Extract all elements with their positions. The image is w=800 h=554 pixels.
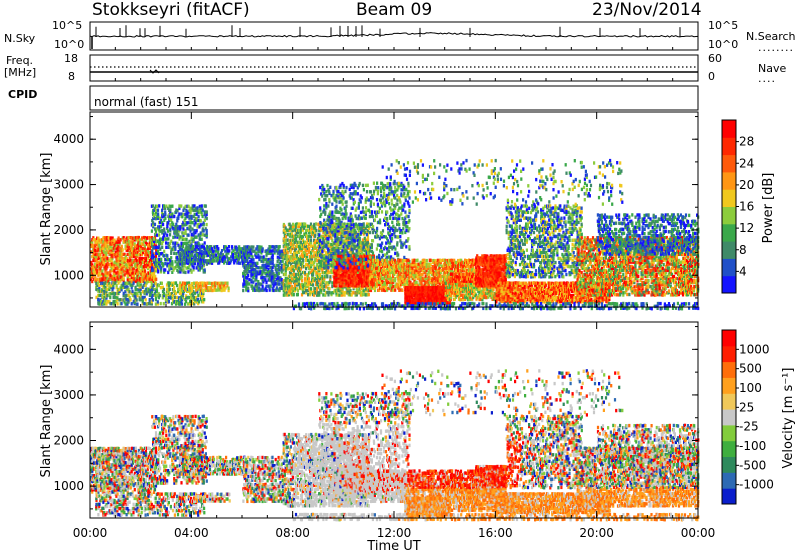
power-colorbar-tick: 12 [739,221,754,235]
freq-unit: [MHz] [4,66,36,79]
time-tick-label: 20:00 [579,526,614,540]
time-tick-label: 00:00 [73,526,108,540]
power-heatmap [90,158,700,311]
time-tick-label: 08:00 [275,526,310,540]
power-colorbar-label: Power [dB] [761,173,776,244]
power-colorbar-tick: 16 [739,200,754,214]
nsearch-legend-dots: ········ [758,44,794,57]
cpid-value: normal (fast) 151 [94,95,198,109]
velocity-colorbar-swatch [722,377,736,394]
power-y-axis: 4000 3000 2000 1000 [53,116,698,299]
nsky-trace [89,32,699,38]
beam-title: Beam 09 [356,0,432,20]
nave-label: Nave [758,62,786,75]
power-colorbar-swatch [722,258,736,277]
power-colorbar-swatch [722,223,736,242]
nsky-label: N.Sky [4,32,35,45]
date-title: 23/Nov/2014 [592,0,702,20]
freq-tick-low: 8 [68,70,75,83]
velocity-colorbar-tick: 500 [739,362,762,376]
velocity-colorbar-tick: -25 [739,420,759,434]
velocity-ytick-label: 1000 [53,479,84,493]
power-colorbar-tick: 20 [739,178,754,192]
velocity-ytick-label: 2000 [53,434,84,448]
velocity-ylabel: Slant Range [km] [39,365,54,478]
velocity-colorbar-swatch [722,488,736,505]
nsky-tick-low: 10^0 [54,38,84,51]
nave-legend-dots: ···· [758,75,776,88]
velocity-colorbar-swatch [722,424,736,442]
velocity-colorbar-swatch [722,330,736,347]
nsearch-tick-high: 10^5 [708,19,738,32]
velocity-ytick-label: 4000 [53,342,84,356]
velocity-colorbar-swatch [722,393,736,410]
power-colorbar: 28 24 20 16 12 8 4 [721,119,754,294]
power-colorbar-swatch [722,189,736,207]
power-colorbar-tick: 8 [739,243,747,257]
power-colorbar-swatch [722,206,736,225]
cpid-panel-frame [89,85,699,111]
power-ytick-label: 4000 [53,132,84,146]
velocity-colorbar: 1000 500 100 25 -25 -100 -500 -1000 [721,329,774,505]
power-colorbar-swatch [722,171,736,190]
power-colorbar-swatch [722,241,736,259]
time-tick-label: 12:00 [377,526,412,540]
power-colorbar-tick: 24 [739,156,754,170]
time-axis-label: Time UT [366,539,420,554]
nave-tick-low: 0 [708,70,715,83]
nsky-tick-high: 10^5 [52,19,82,32]
velocity-colorbar-swatch [722,472,736,489]
velocity-heatmap [90,369,700,522]
velocity-colorbar-swatch [722,456,736,473]
nsky-spikes [91,25,681,49]
nsearch-label: N.Search [746,30,796,43]
cpid-label: CPID [8,88,37,101]
power-ylabel: Slant Range [km] [39,153,54,266]
velocity-colorbar-tick: 25 [739,400,754,414]
velocity-colorbar-swatch [722,409,736,426]
time-axis: 00:00 04:00 08:00 12:00 16:00 20:00 00:00 [73,47,716,540]
velocity-colorbar-tick: -100 [739,439,766,453]
power-colorbar-tick: 28 [739,135,754,149]
velocity-colorbar-tick: 1000 [739,342,770,356]
power-colorbar-swatch [722,120,736,138]
time-tick-label: 00:00 [681,526,716,540]
power-ytick-label: 3000 [53,178,84,192]
velocity-colorbar-tick: -500 [739,458,766,472]
power-ytick-label: 2000 [53,223,84,237]
velocity-colorbar-swatch [722,440,736,457]
freq-panel-frame [89,54,699,82]
velocity-ytick-label: 3000 [53,388,84,402]
velocity-colorbar-tick: 100 [739,381,762,395]
velocity-y-axis: 4000 3000 2000 1000 [53,326,698,510]
nave-tick-high: 60 [708,52,722,65]
time-tick-label: 16:00 [478,526,513,540]
velocity-colorbar-swatch [722,345,736,363]
station-title: Stokkseyri (fitACF) [92,0,250,20]
time-tick-label: 04:00 [174,526,209,540]
power-colorbar-tick: 4 [739,264,747,278]
nsearch-tick-low: 10^0 [708,38,738,51]
velocity-colorbar-label: Velocity [m s⁻¹] [781,368,796,469]
freq-tick-high: 18 [64,52,78,65]
velocity-colorbar-swatch [722,361,736,378]
power-colorbar-swatch [722,137,736,156]
freq-glitch [149,69,160,74]
power-ytick-label: 1000 [53,268,84,282]
velocity-colorbar-tick: -1000 [739,478,774,492]
power-colorbar-swatch [722,275,736,294]
power-colorbar-swatch [722,154,736,173]
freq-label: Freq. [6,54,33,67]
